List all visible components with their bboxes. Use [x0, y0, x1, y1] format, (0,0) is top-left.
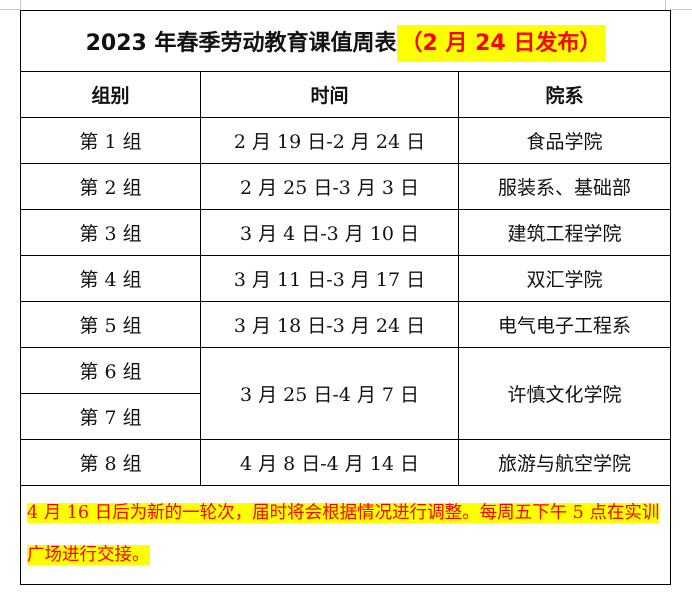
- note-text: 4 月 16 日后为新的一轮次，届时将会根据情况进行调整。每周五下午 5 点在实…: [27, 503, 660, 565]
- dept-cell: 旅游与航空学院: [457, 439, 672, 486]
- margin-mark: [665, 0, 666, 10]
- time-cell: 3 月 18 日-3 月 24 日: [200, 301, 459, 348]
- dept-cell: 食品学院: [457, 117, 672, 164]
- time-cell: 3 月 11 日-3 月 17 日: [200, 255, 459, 302]
- group-cell: 第 3 组: [20, 209, 201, 256]
- table-row: 第 2 组 2 月 25 日-3 月 3 日 服装系、基础部: [20, 163, 672, 210]
- time-cell: 2 月 25 日-3 月 3 日: [200, 163, 459, 210]
- margin-mark: [670, 9, 692, 10]
- margin-mark: [20, 0, 21, 10]
- header-group: 组别: [20, 71, 201, 118]
- header-dept: 院系: [457, 71, 672, 118]
- dept-cell: 双汇学院: [457, 255, 672, 302]
- group-cell: 第 2 组: [20, 163, 201, 210]
- group-cell: 第 5 组: [20, 301, 201, 348]
- note-cell: 4 月 16 日后为新的一轮次，届时将会根据情况进行调整。每周五下午 5 点在实…: [19, 485, 672, 585]
- table-row: 第 6 组 3 月 25 日-4 月 7 日 许慎文化学院: [20, 347, 672, 440]
- dept-cell: 电气电子工程系: [457, 301, 672, 348]
- schedule-table: 2023 年春季劳动教育课值周表 （2 月 24 日发布） 组别 时间 院系 第 …: [19, 10, 672, 585]
- table-row: 第 3 组 3 月 4 日-3 月 10 日 建筑工程学院: [20, 209, 672, 256]
- dept-cell: 服装系、基础部: [457, 163, 672, 210]
- group-cell: 第 4 组: [20, 255, 201, 302]
- group-cell: 第 1 组: [20, 117, 201, 164]
- time-cell: 3 月 4 日-3 月 10 日: [200, 209, 459, 256]
- time-cell: 3 月 25 日-4 月 7 日: [200, 347, 459, 440]
- title-release-date: （2 月 24 日发布）: [396, 25, 606, 62]
- group-cell: 第 7 组: [20, 393, 201, 440]
- margin-mark: [0, 9, 20, 10]
- group-cell: 第 8 组: [20, 439, 201, 486]
- title-main: 2023 年春季劳动教育课值周表: [85, 31, 397, 56]
- table-row: 第 4 组 3 月 11 日-3 月 17 日 双汇学院: [20, 255, 672, 302]
- group-cell: 第 6 组: [20, 347, 201, 394]
- table-title: 2023 年春季劳动教育课值周表 （2 月 24 日发布）: [19, 10, 672, 72]
- table-row: 第 7 组: [20, 393, 671, 440]
- table-row: 第 5 组 3 月 18 日-3 月 24 日 电气电子工程系: [20, 301, 672, 348]
- dept-cell: 许慎文化学院: [457, 347, 672, 440]
- table-row: 第 8 组 4 月 8 日-4 月 14 日 旅游与航空学院: [20, 439, 672, 486]
- table-row: 第 1 组 2 月 19 日-2 月 24 日 食品学院: [20, 117, 672, 164]
- time-cell: 4 月 8 日-4 月 14 日: [200, 439, 459, 486]
- header-time: 时间: [200, 71, 459, 118]
- header-row: 组别 时间 院系: [20, 71, 672, 118]
- time-cell: 2 月 19 日-2 月 24 日: [200, 117, 459, 164]
- dept-cell: 建筑工程学院: [457, 209, 672, 256]
